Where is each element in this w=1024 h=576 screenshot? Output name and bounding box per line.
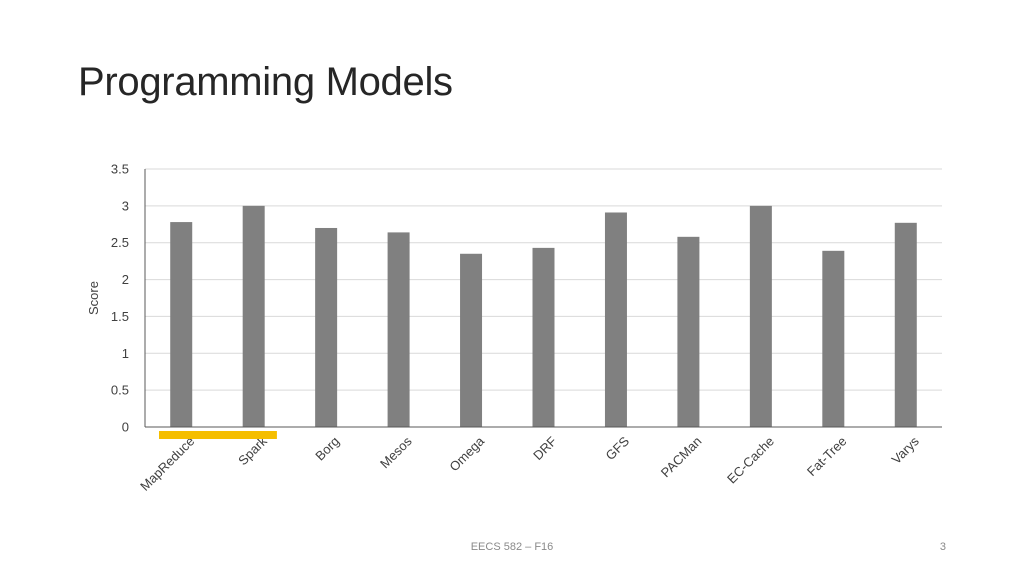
x-tick-label: PACMan bbox=[658, 434, 705, 481]
footer-text: EECS 582 – F16 bbox=[470, 541, 554, 553]
x-tick-labels: MapReduce Spark Borg Mesos Omega DRF GFS PACMan… bbox=[137, 433, 922, 494]
x-tick-label: Omega bbox=[446, 433, 487, 474]
bar bbox=[460, 253, 483, 427]
bar bbox=[532, 247, 555, 427]
bar bbox=[604, 212, 627, 427]
x-tick-label: Varys bbox=[888, 433, 922, 467]
y-tick-labels: 0 0.5 1 1.5 2 2.5 3 3.5 bbox=[111, 162, 129, 435]
page-number: 3 bbox=[939, 541, 946, 553]
y-tick-label: 3.5 bbox=[111, 162, 129, 177]
bar bbox=[315, 227, 338, 427]
y-tick-label: 3 bbox=[122, 198, 129, 213]
bar bbox=[677, 236, 700, 427]
slide-title: Programming Models bbox=[78, 60, 453, 104]
x-tick-label: EC-Cache bbox=[724, 434, 777, 487]
y-tick-label: 0 bbox=[122, 420, 129, 435]
y-tick-label: 1.5 bbox=[111, 309, 129, 324]
highlight-marker bbox=[159, 431, 277, 439]
bar bbox=[170, 222, 193, 427]
y-tick-label: 0.5 bbox=[111, 383, 129, 398]
x-tick-label: MapReduce bbox=[137, 434, 197, 494]
bar bbox=[749, 205, 772, 427]
y-tick-label: 2.5 bbox=[111, 235, 129, 250]
x-tick-label: DRF bbox=[530, 433, 560, 463]
y-tick-label: 1 bbox=[122, 346, 129, 361]
bar bbox=[894, 222, 917, 427]
bar bbox=[242, 205, 265, 427]
x-tick-label: Fat-Tree bbox=[804, 434, 850, 480]
x-tick-label: GFS bbox=[603, 433, 633, 463]
x-tick-label: Borg bbox=[312, 434, 342, 464]
bar bbox=[387, 232, 410, 427]
highlight-bar bbox=[159, 431, 277, 439]
axes bbox=[144, 169, 942, 428]
x-tick-label: Mesos bbox=[377, 433, 415, 471]
bars bbox=[170, 205, 917, 427]
y-tick-label: 2 bbox=[122, 272, 129, 287]
y-axis-title: Score bbox=[86, 281, 101, 315]
bar bbox=[822, 250, 845, 427]
